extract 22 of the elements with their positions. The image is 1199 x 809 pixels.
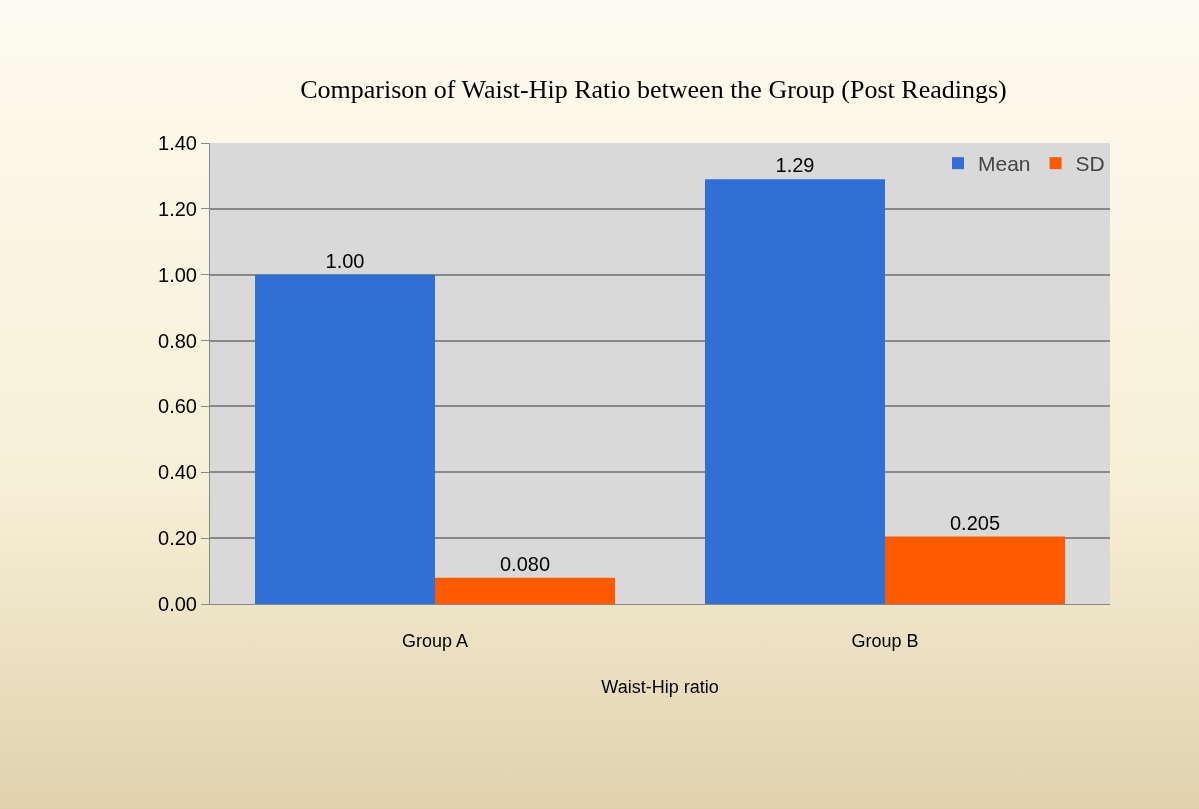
y-tick-label: 0.80 xyxy=(158,329,197,352)
legend-label: Mean xyxy=(978,152,1031,176)
bar xyxy=(255,274,435,604)
data-label: 1.00 xyxy=(325,249,365,272)
y-tick-label: 1.00 xyxy=(158,263,197,286)
x-tick-label: Group B xyxy=(851,630,919,651)
y-tick-label: 1.20 xyxy=(158,197,197,220)
y-tick-label: 0.00 xyxy=(158,593,197,615)
legend-label: SD xyxy=(1075,152,1105,176)
x-tick-label: Group A xyxy=(401,630,469,651)
x-axis-title: Waist-Hip ratio xyxy=(601,676,719,697)
y-tick-label: 0.20 xyxy=(158,527,197,550)
bar xyxy=(885,536,1065,604)
bar xyxy=(705,179,885,604)
data-label: 0.080 xyxy=(499,552,551,575)
chart-title: Comparison of Waist-Hip Ratio between the Group (Post Readings) xyxy=(300,75,1007,105)
y-tick-label: 0.40 xyxy=(158,461,197,484)
data-label: 0.205 xyxy=(949,511,1001,534)
bar xyxy=(435,577,615,604)
y-tick-label: 0.60 xyxy=(158,395,197,418)
data-label: 1.29 xyxy=(775,154,815,177)
y-tick-label: 1.40 xyxy=(158,132,197,154)
